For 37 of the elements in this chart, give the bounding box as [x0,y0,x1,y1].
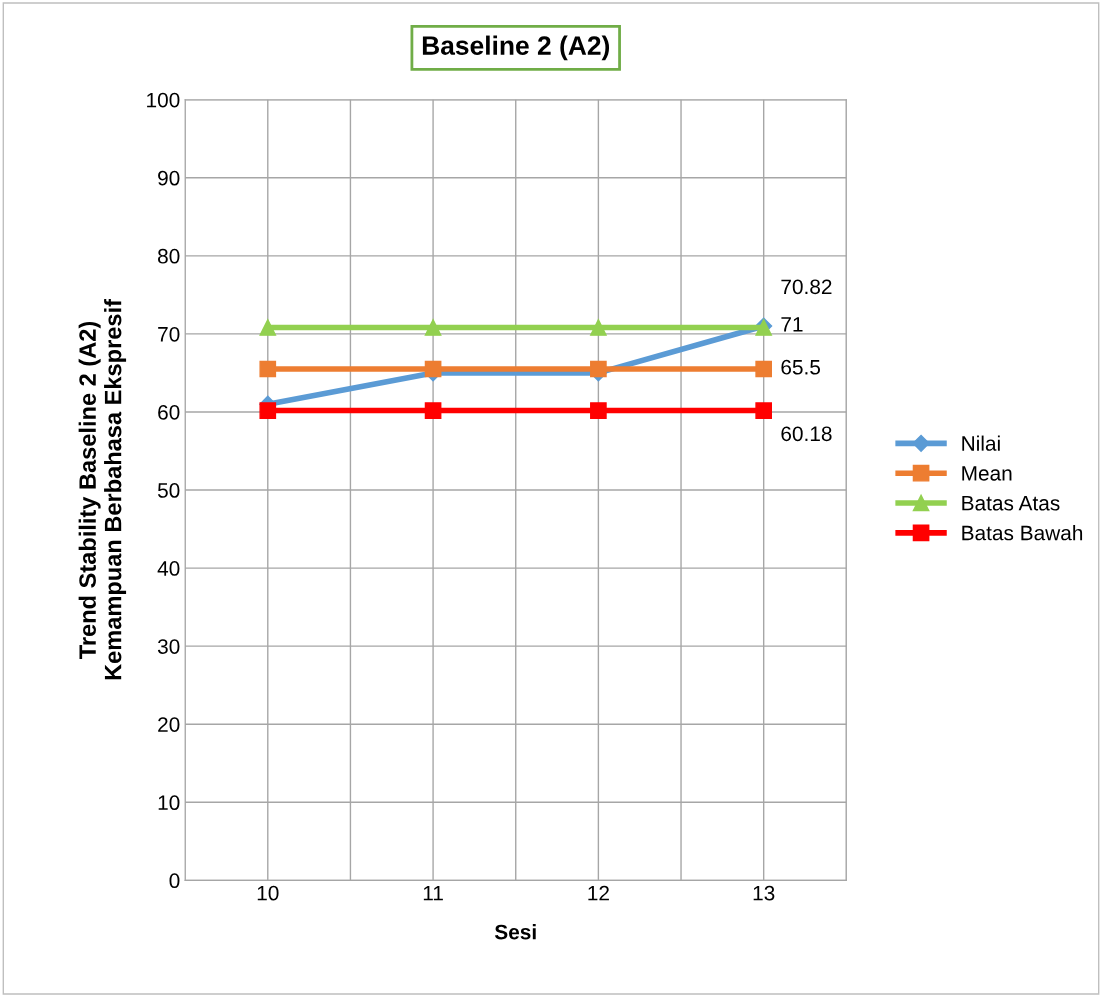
y-tick-label: 50 [157,483,180,498]
x-axis-title: Sesi [494,924,536,940]
y-tick-label: 30 [157,639,180,654]
y-tick-label: 80 [158,248,180,264]
x-tick-label: 12 [588,885,609,901]
data-label: 65.5 [781,359,821,375]
point [755,402,773,419]
data-label: 70.82 [781,279,832,295]
y-tick-label: 60 [158,404,180,420]
chart-title: Baseline 2 (A2) [422,35,610,61]
point [590,360,607,378]
point [259,402,277,419]
point [590,402,607,419]
point [424,360,442,378]
legend-label: Mean [962,466,1012,481]
y-tick-label: 0 [169,873,180,889]
y-tick-label: 20 [158,717,180,732]
point [755,360,773,378]
x-tick-label: 13 [753,885,775,901]
y-tick-label: 10 [158,795,180,811]
point [424,402,442,419]
point [259,360,277,378]
point [590,319,607,336]
x-tick-label: 11 [423,885,443,901]
y-tick-label: 40 [157,561,180,576]
legend-label: Batas Atas [962,496,1060,511]
x-tick-label: 10 [257,885,279,901]
y-tick-label: 100 [147,92,180,108]
y-tick-label: 90 [158,170,180,186]
legend-label: Batas Bawah [962,525,1083,541]
point [424,319,442,336]
data-label: 60.18 [781,426,832,442]
y-tick-label: 70 [158,326,180,342]
y-axis-title: Trend Stability Baseline 2 (A2) Kemampuan Berbahasa Ekspresif [78,299,127,680]
point [259,319,277,336]
data-label: 71 [781,317,803,332]
legend-label: Nilai [962,435,1000,451]
